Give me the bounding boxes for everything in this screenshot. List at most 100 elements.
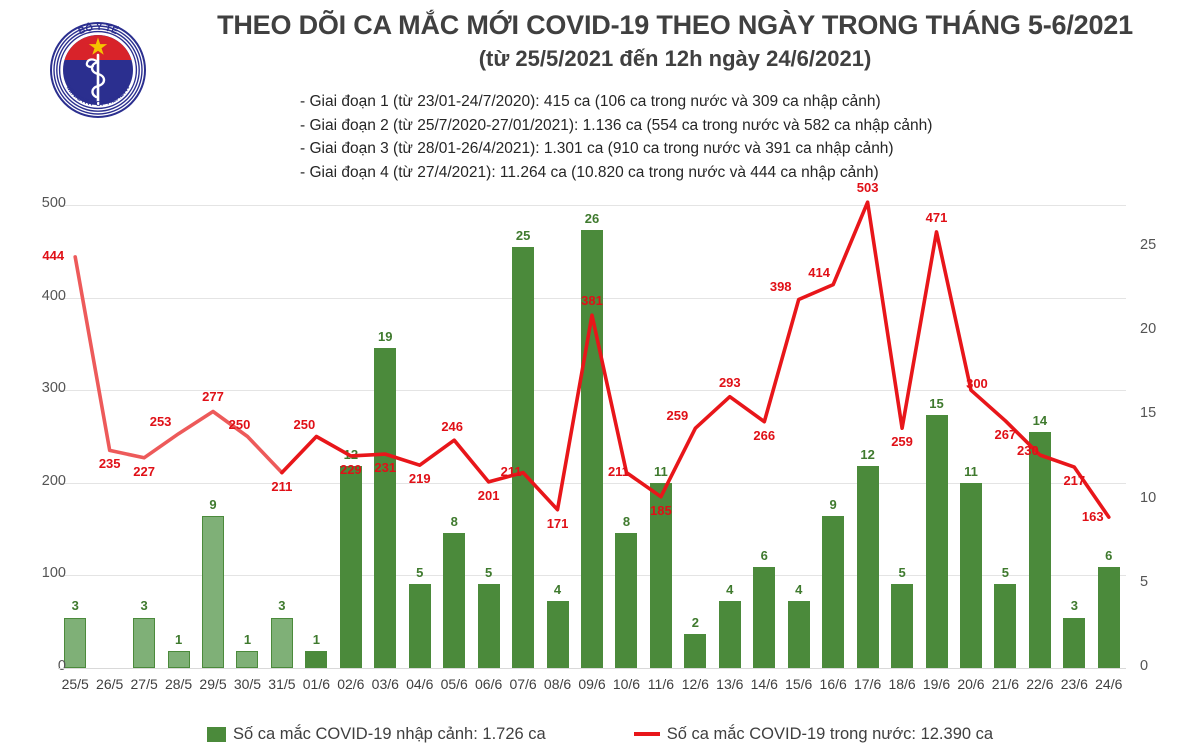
bar-value-label: 3 bbox=[140, 598, 148, 614]
chart-legend: Số ca mắc COVID-19 nhập cảnh: 1.726 ca S… bbox=[0, 714, 1200, 754]
line-value-label: 246 bbox=[441, 419, 464, 435]
line-value-label: 185 bbox=[650, 502, 672, 518]
legend-bar-swatch-icon bbox=[206, 726, 226, 742]
line-value-label: 219 bbox=[408, 471, 431, 487]
x-axis-tick-18-6: 18/6 bbox=[888, 676, 916, 692]
line-value-label: 217 bbox=[1063, 473, 1086, 489]
bar-23-6[interactable] bbox=[1063, 617, 1086, 668]
line-value-label: 201 bbox=[477, 487, 500, 503]
bar-06-6[interactable] bbox=[477, 583, 500, 668]
page-title: THEO DÕI CA MẮC MỚI COVID-19 THEO NGÀY T… bbox=[217, 10, 1133, 40]
line-value-label: 231 bbox=[374, 460, 397, 476]
x-axis-tick-07-6: 07/6 bbox=[509, 676, 537, 692]
y-axis-right-tick: 15 bbox=[1140, 405, 1157, 422]
bar-value-label: 5 bbox=[416, 564, 424, 580]
rod-of-asclepius-icon bbox=[85, 53, 106, 106]
bar-value-label: 25 bbox=[515, 228, 531, 244]
bar-13-6[interactable] bbox=[718, 600, 741, 668]
x-axis-tick-14-6: 14/6 bbox=[750, 676, 778, 692]
bar-value-label: 4 bbox=[795, 581, 803, 597]
line-value-label: 259 bbox=[891, 434, 913, 450]
line-value-label: 471 bbox=[925, 209, 948, 225]
bar-01-6[interactable] bbox=[305, 651, 328, 668]
line-value-label: 250 bbox=[293, 416, 316, 432]
bar-25-5[interactable] bbox=[64, 617, 87, 668]
x-axis-tick-19-6: 19/6 bbox=[922, 676, 951, 692]
bar-value-label: 8 bbox=[622, 514, 631, 530]
line-value-label: 229 bbox=[339, 461, 362, 477]
x-axis-tick-27-5: 27/5 bbox=[130, 676, 158, 692]
x-axis-tick-09-6: 09/6 bbox=[578, 676, 606, 692]
line-value-label: 277 bbox=[202, 389, 224, 405]
bar-03-6[interactable] bbox=[374, 348, 397, 668]
bar-28-5[interactable] bbox=[167, 651, 190, 668]
bar-20-6[interactable] bbox=[959, 482, 982, 668]
bar-value-label: 3 bbox=[278, 598, 286, 614]
x-axis-tick-15-6: 15/6 bbox=[785, 676, 813, 692]
bar-30-5[interactable] bbox=[236, 651, 259, 668]
bar-value-label: 4 bbox=[726, 581, 734, 597]
x-axis-tick-31-5: 31/5 bbox=[268, 676, 296, 692]
line-value-label: 163 bbox=[1081, 509, 1104, 525]
line-value-label: 211 bbox=[607, 463, 629, 479]
phase-line-3: - Giai đoạn 3 (từ 28/01-26/4/2021): 1.30… bbox=[300, 140, 894, 158]
line-value-label: 211 bbox=[500, 463, 522, 479]
line-value-label: 227 bbox=[133, 463, 155, 479]
bar-value-label: 26 bbox=[584, 211, 600, 227]
bar-14-6[interactable] bbox=[753, 566, 776, 668]
bar-value-label: 15 bbox=[929, 396, 944, 412]
line-value-label: 253 bbox=[149, 413, 172, 429]
x-axis-tick-02-6: 02/6 bbox=[337, 676, 365, 692]
bar-07-6[interactable] bbox=[512, 247, 535, 668]
legend-item-domestic: Số ca mắc COVID-19 trong nước: 12.390 ca bbox=[633, 725, 993, 744]
bar-08-6[interactable] bbox=[546, 600, 569, 668]
bar-value-label: 1 bbox=[312, 632, 320, 648]
bar-15-6[interactable] bbox=[787, 600, 810, 668]
bar-value-label: 1 bbox=[174, 632, 183, 648]
line-value-label: 503 bbox=[856, 180, 879, 196]
bar-value-label: 8 bbox=[450, 514, 458, 530]
bar-31-5[interactable] bbox=[270, 617, 293, 668]
x-axis-tick-26-5: 26/5 bbox=[96, 676, 124, 692]
logo-star-icon bbox=[88, 37, 108, 55]
line-value-label: 250 bbox=[228, 416, 251, 432]
line-value-label: 266 bbox=[753, 427, 776, 443]
bar-11-6[interactable] bbox=[649, 482, 672, 668]
bar-value-label: 6 bbox=[760, 547, 768, 563]
line-value-label: 259 bbox=[666, 408, 689, 424]
logo-outer-ring bbox=[50, 22, 146, 118]
bar-02-6[interactable] bbox=[339, 465, 362, 668]
phase-line-2: - Giai đoạn 2 (từ 25/7/2020-27/01/2021):… bbox=[300, 116, 933, 134]
x-axis-tick-17-6: 17/6 bbox=[853, 676, 882, 692]
bar-value-label: 1 bbox=[243, 632, 252, 648]
logo-top-arc-text: BỘ Y TẾ bbox=[77, 21, 120, 37]
bar-05-6[interactable] bbox=[443, 533, 466, 668]
y-axis-left-tick: 0 bbox=[57, 658, 66, 674]
bar-29-5[interactable] bbox=[202, 516, 225, 668]
bar-12-6[interactable] bbox=[684, 634, 707, 668]
y-axis-right-tick: 20 bbox=[1140, 321, 1157, 338]
gridline bbox=[58, 205, 1126, 206]
bar-21-6[interactable] bbox=[994, 583, 1017, 668]
page-subtitle: (từ 25/5/2021 đến 12h ngày 24/6/2021) bbox=[478, 45, 872, 71]
bar-18-6[interactable] bbox=[891, 583, 914, 668]
bar-10-6[interactable] bbox=[615, 533, 638, 668]
x-axis-tick-24-6: 24/6 bbox=[1095, 676, 1123, 692]
bar-22-6[interactable] bbox=[1028, 432, 1051, 668]
y-axis-left-tick: 200 bbox=[41, 472, 66, 489]
x-axis-tick-05-6: 05/6 bbox=[440, 676, 468, 692]
x-axis-tick-12-6: 12/6 bbox=[681, 676, 709, 692]
bar-04-6[interactable] bbox=[408, 583, 431, 668]
y-axis-right-tick: 10 bbox=[1140, 489, 1157, 506]
y-axis-right-tick: 0 bbox=[1140, 658, 1149, 674]
x-axis-tick-11-6: 11/6 bbox=[647, 676, 674, 692]
phase-summary-list: - Giai đoạn 1 (từ 23/01-24/7/2020): 415 … bbox=[300, 90, 1120, 184]
bar-27-5[interactable] bbox=[133, 617, 156, 668]
bar-16-6[interactable] bbox=[822, 516, 845, 668]
x-axis-tick-06-6: 06/6 bbox=[475, 676, 503, 692]
bar-19-6[interactable] bbox=[925, 415, 948, 668]
x-axis-tick-29-5: 29/5 bbox=[199, 676, 227, 692]
bar-24-6[interactable] bbox=[1097, 566, 1120, 668]
bar-17-6[interactable] bbox=[856, 465, 879, 668]
x-axis-tick-04-6: 04/6 bbox=[406, 676, 434, 692]
